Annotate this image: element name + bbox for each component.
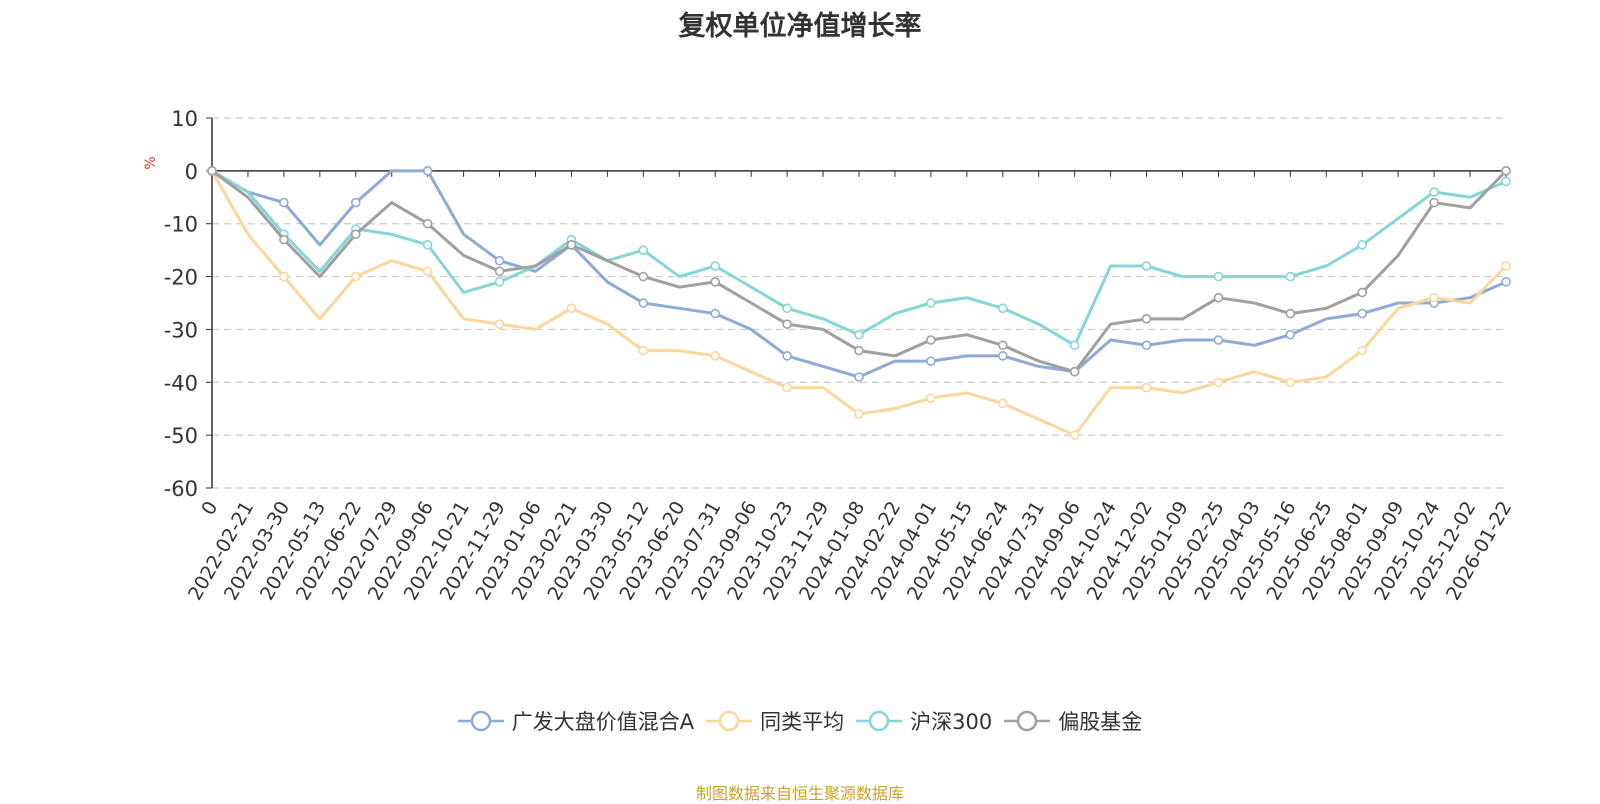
data-point bbox=[1285, 377, 1296, 388]
chart-title: 复权单位净值增长率 bbox=[678, 11, 922, 42]
data-point bbox=[926, 335, 936, 345]
data-point bbox=[279, 271, 289, 282]
data-point bbox=[1501, 277, 1511, 287]
data-point bbox=[638, 298, 649, 308]
data-point bbox=[926, 393, 936, 403]
data-point bbox=[1285, 308, 1296, 319]
data-point bbox=[1429, 187, 1439, 197]
legend-marker-icon bbox=[856, 710, 903, 732]
data-point bbox=[710, 351, 721, 361]
data-point bbox=[997, 398, 1008, 409]
legend-item-1[interactable]: 广发大盘价值混合A bbox=[457, 706, 695, 736]
y-tick-label: 10 bbox=[171, 107, 198, 131]
data-point bbox=[1213, 377, 1224, 388]
data-point bbox=[926, 356, 936, 366]
data-point bbox=[1213, 292, 1224, 303]
data-point bbox=[782, 319, 792, 329]
data-point bbox=[1357, 345, 1368, 356]
data-point bbox=[782, 351, 792, 361]
data-point bbox=[1069, 366, 1080, 377]
series-line-3 bbox=[211, 169, 1507, 347]
legend-item-3[interactable]: 沪深300 bbox=[856, 706, 992, 736]
legend-marker-icon bbox=[1004, 710, 1051, 732]
data-point bbox=[1141, 340, 1152, 351]
data-point bbox=[207, 166, 217, 176]
legend-marker-icon bbox=[457, 710, 504, 732]
y-tick-label: -40 bbox=[164, 371, 198, 395]
data-point bbox=[854, 409, 864, 419]
data-point bbox=[566, 240, 577, 250]
data-point bbox=[279, 197, 289, 208]
data-point bbox=[782, 303, 792, 314]
series-lines bbox=[207, 166, 1511, 440]
data-point bbox=[566, 303, 577, 314]
y-axis-label: % bbox=[143, 156, 159, 169]
data-point bbox=[1357, 308, 1368, 319]
legend-label: 广发大盘价值混合A bbox=[511, 710, 695, 734]
legend-label: 沪深300 bbox=[910, 710, 993, 734]
data-point bbox=[494, 266, 505, 277]
data-point bbox=[422, 240, 433, 250]
data-point bbox=[350, 197, 361, 208]
data-point bbox=[638, 245, 649, 255]
data-point bbox=[494, 255, 505, 266]
data-point bbox=[1429, 197, 1439, 208]
data-point bbox=[1213, 335, 1224, 345]
data-point bbox=[422, 266, 433, 277]
y-tick-label: -10 bbox=[164, 213, 198, 237]
legend-label: 偏股基金 bbox=[1058, 710, 1143, 734]
data-point bbox=[1501, 261, 1511, 271]
data-point bbox=[350, 229, 361, 240]
data-point bbox=[854, 372, 864, 382]
data-point bbox=[854, 329, 864, 340]
data-point bbox=[1141, 314, 1152, 324]
legend-marker-icon bbox=[706, 710, 753, 732]
data-point bbox=[926, 298, 936, 308]
data-point bbox=[1357, 240, 1368, 250]
legend-label: 同类平均 bbox=[760, 710, 845, 734]
data-point bbox=[279, 234, 289, 245]
data-point bbox=[710, 261, 721, 271]
data-point bbox=[1285, 271, 1296, 282]
y-tick-label: -50 bbox=[164, 424, 198, 448]
data-point bbox=[997, 340, 1008, 351]
data-point bbox=[1501, 166, 1511, 176]
data-point bbox=[422, 218, 433, 229]
data-point bbox=[782, 382, 792, 393]
y-tick-label: -30 bbox=[164, 318, 198, 342]
data-point bbox=[997, 351, 1008, 361]
data-point bbox=[1069, 430, 1080, 440]
data-point bbox=[854, 345, 864, 356]
y-tick-label: -20 bbox=[164, 266, 198, 290]
data-point bbox=[422, 166, 433, 176]
data-point bbox=[1141, 261, 1152, 271]
legend: 广发大盘价值混合A 同类平均 沪深300 偏股基金 bbox=[0, 706, 1600, 736]
data-point bbox=[350, 271, 361, 282]
legend-item-4[interactable]: 偏股基金 bbox=[1004, 706, 1142, 736]
source-note: 制图数据来自恒生聚源数据库 bbox=[695, 784, 904, 803]
data-point bbox=[1429, 292, 1439, 303]
data-point bbox=[1285, 329, 1296, 340]
data-point bbox=[638, 271, 649, 282]
axes: 100-10-20-30-40-50-6002022-02-212022-03-… bbox=[164, 107, 1517, 604]
data-point bbox=[638, 345, 649, 356]
data-point bbox=[710, 308, 721, 319]
y-tick-label: 0 bbox=[185, 160, 198, 184]
line-chart: 100-10-20-30-40-50-6002022-02-212022-03-… bbox=[143, 107, 1517, 604]
data-point bbox=[1357, 287, 1368, 298]
data-point bbox=[494, 277, 505, 287]
x-tick-label: 0 bbox=[197, 498, 222, 519]
data-point bbox=[1213, 271, 1224, 282]
legend-item-2[interactable]: 同类平均 bbox=[706, 706, 844, 736]
y-tick-label: -60 bbox=[164, 477, 198, 501]
data-point bbox=[1501, 176, 1511, 187]
data-point bbox=[1069, 340, 1080, 351]
data-point bbox=[1141, 382, 1152, 393]
data-point bbox=[997, 303, 1008, 314]
data-point bbox=[710, 277, 721, 287]
data-point bbox=[494, 319, 505, 329]
